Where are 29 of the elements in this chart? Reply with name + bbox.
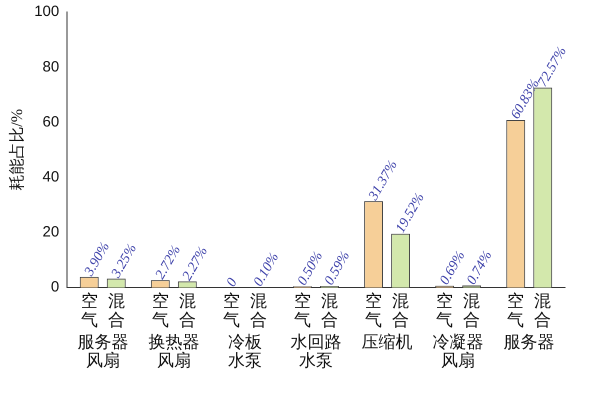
x-tick-label: 换热器风扇 [148,332,200,370]
x-tick-label: 水回路水泵 [290,332,342,370]
y-tick-label: 100 [34,3,60,20]
x-tick-label: 压缩机 [362,332,413,352]
text: 混合 [392,292,410,330]
y-tick-label: 0 [50,278,60,296]
text: 混合 [250,292,267,330]
x-tick-label: 服务器风扇 [77,332,128,370]
text: 空气 [365,292,382,330]
series-label: 空气 [294,292,311,330]
text: 混合 [108,292,125,330]
text: 空气 [80,292,98,330]
y-tick-label: 60 [42,113,60,130]
text: 空气 [152,292,169,330]
y-axis-title: 耗能占比/% [8,108,26,191]
x-tick-label: 冷凝器风扇 [432,332,484,370]
text: 混合 [463,292,480,330]
text: 空气 [222,292,240,330]
series-label: 混合 [534,292,552,330]
data-label: 0 [224,276,241,290]
text: 空气 [436,292,454,330]
text: 空气 [507,292,524,330]
text: 混合 [320,292,338,330]
x-tick-label: 服务器 [504,332,555,352]
y-tick-label: 40 [42,168,60,186]
x-tick-label: 冷板水泵 [228,332,262,370]
text: 混合 [178,292,196,330]
y-tick-label: 80 [42,58,60,76]
y-tick-label: 20 [42,224,60,241]
